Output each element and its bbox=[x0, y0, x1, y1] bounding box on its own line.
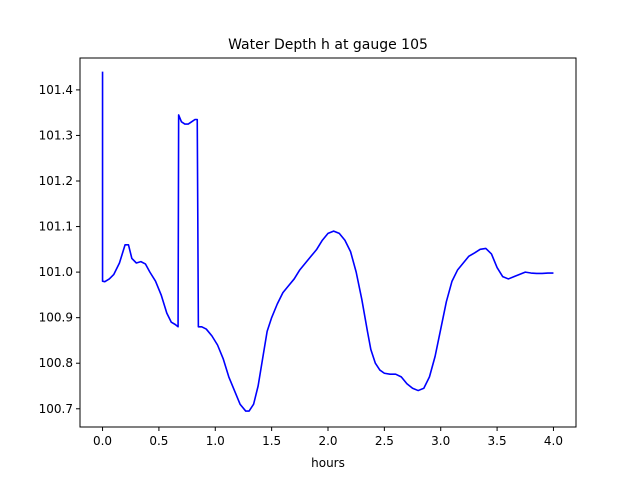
series-line-0 bbox=[101, 71, 554, 412]
x-tick-label: 1.5 bbox=[262, 434, 281, 448]
x-axis: 0.0 0.5 1.0 1.5 2.0 2.5 3.0 3.5 4.0 bbox=[93, 427, 563, 448]
y-tick-label: 100.8 bbox=[39, 356, 73, 370]
x-tick-label: 0.0 bbox=[93, 434, 112, 448]
y-tick-label: 101.4 bbox=[39, 83, 73, 97]
y-axis: 100.7 100.8 100.9 101.0 101.1 101.2 101.3 101.4 bbox=[39, 83, 80, 416]
plot-area bbox=[101, 71, 554, 412]
x-tick-label: 4.0 bbox=[544, 434, 563, 448]
x-tick-label: 1.0 bbox=[206, 434, 225, 448]
y-tick-label: 101.0 bbox=[39, 265, 73, 279]
y-tick-label: 101.3 bbox=[39, 128, 73, 142]
x-tick-label: 0.5 bbox=[149, 434, 168, 448]
y-tick-label: 100.9 bbox=[39, 311, 73, 325]
chart-title: Water Depth h at gauge 105 bbox=[228, 37, 428, 53]
y-tick-label: 101.2 bbox=[39, 174, 73, 188]
y-tick-label: 100.7 bbox=[39, 402, 73, 416]
x-tick-label: 3.5 bbox=[488, 434, 507, 448]
x-axis-label: hours bbox=[311, 456, 345, 470]
x-tick-label: 2.0 bbox=[318, 434, 337, 448]
x-tick-label: 2.5 bbox=[375, 434, 394, 448]
y-tick-label: 101.1 bbox=[39, 220, 73, 234]
x-tick-label: 3.0 bbox=[431, 434, 450, 448]
